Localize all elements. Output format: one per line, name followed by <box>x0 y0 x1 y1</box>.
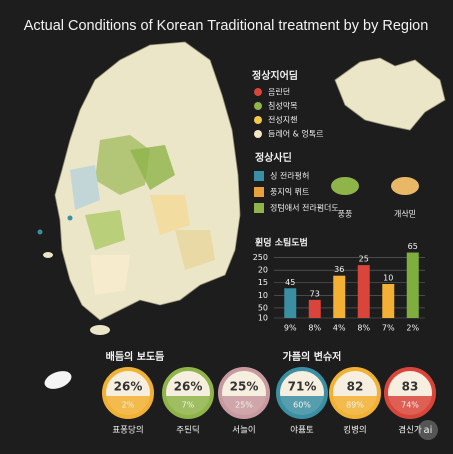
gauge-name: 서늘이 <box>232 425 255 436</box>
y-tick-label: 10 <box>258 291 268 300</box>
gauge-sub: 74% <box>401 401 419 410</box>
gauge-name: 주된딕 <box>176 425 199 436</box>
legend-label: 음린던 <box>268 87 290 97</box>
gauge-value: 71% <box>288 380 317 394</box>
gauge-fill <box>166 396 210 418</box>
y-tick-label: 15 <box>258 278 268 287</box>
section-title: 가픔의 변슈저 <box>283 350 342 363</box>
title: Actual Conditions of Korean Traditional … <box>24 18 429 34</box>
legend-swatch <box>254 187 264 197</box>
gauge-sub: 2% <box>122 401 135 410</box>
value-label: 65 <box>408 242 418 251</box>
legend-dot <box>254 116 262 124</box>
gauge-value: 82 <box>347 380 364 394</box>
value-label: 25 <box>359 255 369 264</box>
gauge-name: 킹병의 <box>343 425 366 436</box>
value-label: 10 <box>383 274 393 283</box>
gauge-name: 야퓸토 <box>290 425 314 436</box>
legend-label: 풍지익 뮈트 <box>270 187 309 197</box>
badge <box>418 420 438 440</box>
x-tick-label: 8% <box>357 324 370 333</box>
legend-label: 싱 전라펑허 <box>270 171 309 181</box>
value-label: 36 <box>334 265 344 274</box>
gauge-sub: 25% <box>235 401 253 410</box>
icon-label: 개삭믿 <box>394 209 416 219</box>
gauge-fill <box>388 396 432 418</box>
gauge-value: 26% <box>114 380 143 394</box>
gauge-fill <box>333 396 377 418</box>
gauge-value: 25% <box>230 380 259 394</box>
x-tick-label: 2% <box>406 324 419 333</box>
legend-dot <box>254 88 262 96</box>
icon-label: 풍풍 <box>338 210 353 219</box>
korea-map <box>37 41 241 335</box>
bar <box>333 275 346 318</box>
gauge-value: 26% <box>174 380 203 394</box>
pill-icon <box>44 371 72 389</box>
y-tick-label: 50 <box>258 303 268 312</box>
value-label: 73 <box>310 289 320 298</box>
bar <box>357 265 370 318</box>
badge-text: ai <box>424 425 433 436</box>
x-tick-label: 8% <box>308 324 321 333</box>
section-title: 배듬의 보도듬 <box>106 350 165 363</box>
legend-label: 정텀애서 전라펌더도 <box>270 203 339 213</box>
gauge-sub: 7% <box>182 401 195 410</box>
bar <box>308 299 321 318</box>
legend-label: 듬레어 & 엉톡르 <box>268 129 323 139</box>
y-tick-label: 250 <box>253 253 268 262</box>
bar <box>406 252 419 318</box>
legend-swatch <box>254 203 264 213</box>
legend-title: 정상지어딤 <box>252 69 298 82</box>
legend-label: 침성막목 <box>268 101 297 111</box>
gauge-sub: 89% <box>346 401 364 410</box>
icon <box>391 177 419 195</box>
gauge-fill <box>222 396 266 418</box>
legend-dot <box>254 130 262 138</box>
x-tick-label: 9% <box>284 324 297 333</box>
bar <box>284 288 297 318</box>
gauge-value: 83 <box>402 380 419 394</box>
legend-label: 전성지챈 <box>268 115 297 125</box>
y-tick-label: 20 <box>258 266 268 275</box>
legend-swatch <box>254 171 264 181</box>
legend-dot <box>254 102 262 110</box>
gauge-fill <box>106 396 150 418</box>
legend-title: 정상사딘 <box>255 151 292 164</box>
gauge-name: 표퐁당의 <box>112 425 143 436</box>
x-tick-label: 7% <box>382 324 395 333</box>
region-map <box>334 57 446 131</box>
bar <box>382 284 395 318</box>
y-tick-label: 10 <box>258 314 268 323</box>
gauge-sub: 60% <box>293 401 311 410</box>
chart-title: 휜덩 소팀도범 <box>255 237 308 249</box>
gauge-fill <box>280 396 324 418</box>
gauge-name: 겸신가 <box>398 425 422 436</box>
value-label: 45 <box>285 278 295 287</box>
icon <box>331 177 359 195</box>
x-tick-label: 4% <box>333 324 346 333</box>
